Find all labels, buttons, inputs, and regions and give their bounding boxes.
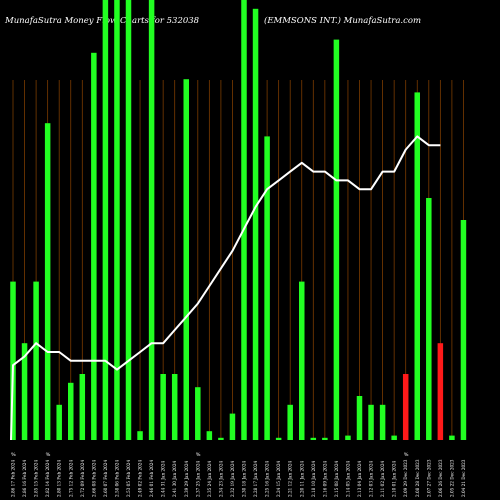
money-flow-bar [264, 136, 270, 440]
x-tick-label: 2.25 16 Jan 2024 [265, 460, 270, 497]
trend-line [10, 135, 441, 441]
trend-line-path [10, 135, 441, 441]
money-flow-bar [368, 404, 374, 440]
money-flow-bar [195, 387, 201, 440]
money-flow-bar [102, 0, 109, 440]
money-flow-bar [379, 404, 386, 440]
x-tick-label: 2.46 01 Feb 2024 [149, 460, 154, 497]
money-flow-bar [91, 52, 97, 441]
money-flow-bar [310, 437, 317, 440]
x-tick-label: 2.66 08 Feb 2024 [91, 460, 96, 497]
percent-markers: %%%% [11, 452, 409, 458]
x-tick-label: 2.41 30 Jan 2024 [172, 460, 177, 497]
money-flow-bar [33, 281, 39, 440]
x-tick-label: 2.05 22 Dec 2023 [449, 459, 454, 497]
money-flow-bar [252, 8, 259, 441]
x-tick-label: 2.53 05 Feb 2024 [126, 460, 131, 497]
money-flow-bar [345, 435, 351, 440]
x-tick-label: 2.60 07 Feb 2024 [103, 460, 108, 497]
money-flow-bar [183, 79, 189, 440]
money-flow-bar [241, 0, 247, 440]
x-tick-label: 2.37 25 Jan 2024 [195, 460, 200, 497]
bars [10, 0, 467, 441]
money-flow-bar [206, 431, 213, 440]
x-tick-label: 2.72 09 Feb 2024 [80, 460, 85, 497]
x-tick-label: 2.44 31 Jan 2024 [161, 460, 166, 497]
x-tick-label: 2.86 17 Feb 2024 [11, 460, 16, 497]
x-tick-label: 2.14 05 Jan 2024 [345, 460, 350, 497]
money-flow-bar [160, 374, 166, 440]
percent-marker: % [46, 452, 51, 458]
x-tick-label: 2.10 01 Jan 2024 [392, 460, 397, 497]
x-tick-label: 2.20 11 Jan 2024 [299, 460, 304, 497]
money-flow-bar [56, 404, 62, 440]
x-tick-label: 2.34 23 Jan 2024 [218, 460, 223, 497]
money-flow-bar [299, 281, 305, 440]
chart-subtitle: (EMMSONS INT.) MunafaSutra.com [264, 15, 421, 26]
percent-marker: % [11, 452, 16, 458]
x-tick-label: 2.28 17 Jan 2024 [253, 460, 258, 497]
money-flow-bar [114, 0, 120, 440]
x-tick-label: 2.85 15 Feb 2024 [34, 460, 39, 497]
x-tick-label: 2.58 06 Feb 2024 [114, 460, 119, 497]
money-flow-bar [68, 382, 74, 440]
money-flow-bar [148, 0, 155, 440]
x-tick-label: 2.15 08 Jan 2024 [334, 460, 339, 497]
x-tick-label: 2.39 29 Jan 2024 [184, 460, 189, 497]
money-flow-bar [275, 437, 282, 440]
x-tick-label: 2.13 04 Jan 2024 [357, 460, 362, 497]
x-tick-label: 2.32 19 Jan 2024 [230, 460, 235, 497]
money-flow-bar [125, 0, 132, 440]
x-tick-label: 2.75 12 Feb 2024 [68, 460, 73, 497]
x-tick-label: 2.16 09 Jan 2024 [322, 460, 327, 497]
money-flow-bar [460, 220, 467, 440]
money-flow-bar [356, 396, 363, 440]
percent-marker: % [196, 452, 201, 458]
x-tick-label: 2.80 13 Feb 2024 [57, 460, 62, 497]
money-flow-bar-down [402, 374, 409, 440]
x-tick-label: 2.24 15 Jan 2024 [276, 460, 281, 497]
money-flow-bar [391, 435, 397, 440]
x-tick-label: 2.06 26 Dec 2023 [438, 459, 443, 497]
x-tick-label: 2.30 18 Jan 2024 [242, 460, 247, 497]
x-tick-label: 2.04 21 Dec 2023 [461, 459, 466, 497]
money-flow-bar [322, 437, 328, 440]
x-tick-label: 2.09 29 Dec 2023 [403, 459, 408, 497]
x-tick-label: 2.07 27 Dec 2023 [426, 459, 431, 497]
money-flow-bar [287, 404, 293, 440]
money-flow-bar [449, 435, 455, 440]
money-flow-bar [79, 374, 86, 440]
x-axis-tick-labels: 2.86 17 Feb 2024 2.86 16 Feb 2024 2.85 15 … [11, 459, 466, 497]
x-tick-label: 2.18 10 Jan 2024 [311, 460, 316, 497]
x-tick-label: 2.82 14 Feb 2024 [45, 460, 50, 497]
x-tick-label: 2.21 12 Jan 2024 [288, 460, 293, 497]
percent-marker: % [404, 452, 409, 458]
money-flow-bar [414, 92, 420, 441]
x-tick-label: 2.08 28 Dec 2023 [415, 459, 420, 497]
x-tick-label: 2.12 03 Jan 2024 [369, 460, 374, 497]
x-tick-label: 2.11 02 Jan 2024 [380, 460, 385, 497]
money-flow-bar [44, 123, 51, 440]
money-flow-bar [426, 198, 432, 440]
x-tick-label: 2.49 02 Feb 2024 [138, 460, 143, 497]
money-flow-bar [10, 281, 16, 440]
x-tick-label: 2.86 16 Feb 2024 [22, 460, 27, 497]
money-flow-bar [171, 374, 178, 440]
money-flow-bar [333, 39, 340, 440]
x-tick-label: 2.35 24 Jan 2024 [207, 460, 212, 497]
money-flow-bar [229, 413, 236, 440]
chart-title: MunafaSutra Money Flow Charts for 532038 [4, 16, 200, 26]
money-flow-bar [137, 431, 143, 440]
money-flow-bar [218, 437, 224, 440]
money-flow-bar [21, 343, 28, 440]
money-flow-bar-down [437, 343, 444, 440]
